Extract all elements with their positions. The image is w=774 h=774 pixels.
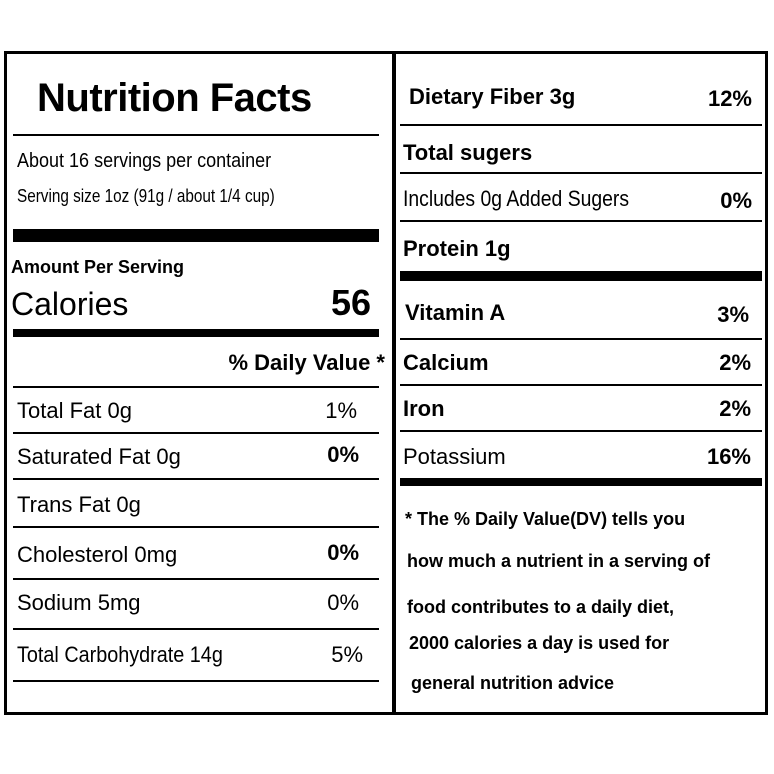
amount-per-serving: Amount Per Serving xyxy=(11,257,185,277)
divider xyxy=(13,432,379,434)
footnote-line: how much a nutrient in a serving of xyxy=(407,551,711,571)
divider xyxy=(400,430,762,432)
thick-divider xyxy=(400,478,762,486)
divider xyxy=(13,628,379,630)
serving-size: Serving size 1oz (91g / about 1/4 cup) xyxy=(17,186,275,206)
divider xyxy=(13,578,379,580)
divider xyxy=(13,386,379,388)
vitamin-dv: 2% xyxy=(719,396,751,421)
divider xyxy=(400,338,762,340)
vitamin-dv: 3% xyxy=(717,302,749,327)
footnote-line: food contributes to a daily diet, xyxy=(407,597,675,617)
servings-per-container: About 16 servings per container xyxy=(17,150,272,172)
thick-divider xyxy=(400,271,762,281)
nutrient-label: Total Fat 0g xyxy=(17,398,132,423)
thick-divider xyxy=(13,229,379,242)
total-sugars-label: Total sugers xyxy=(403,140,533,165)
added-sugars-dv: 0% xyxy=(720,188,752,213)
nutrient-label: Cholesterol 0mg xyxy=(17,542,178,567)
added-sugars-label: Includes 0g Added Sugers xyxy=(403,186,630,211)
footnote-line: general nutrition advice xyxy=(411,673,615,693)
label-title: Nutrition Facts xyxy=(37,76,312,120)
footnote-line: 2000 calories a day is used for xyxy=(409,633,670,653)
calories-value: 56 xyxy=(330,282,371,323)
divider xyxy=(13,680,379,682)
vitamin-label: Potassium xyxy=(403,444,506,469)
divider xyxy=(13,478,379,480)
vitamin-label: Calcium xyxy=(403,350,489,375)
divider xyxy=(400,124,762,126)
dietary-fiber-label: Dietary Fiber 3g xyxy=(409,84,576,109)
nutrient-dv: 5% xyxy=(331,642,363,667)
nutrient-label: Total Carbohydrate 14g xyxy=(17,642,223,667)
nutrient-label: Trans Fat 0g xyxy=(17,492,141,517)
nutrition-label: Nutrition Facts About 16 servings per co… xyxy=(4,51,768,715)
footnote-line: * The % Daily Value(DV) tells you xyxy=(405,509,686,529)
nutrient-label: Sodium 5mg xyxy=(17,590,141,615)
column-divider xyxy=(392,54,396,712)
calories-label: Calories xyxy=(11,286,129,322)
vitamin-dv: 16% xyxy=(706,444,751,469)
daily-value-header: % Daily Value * xyxy=(228,350,385,375)
divider xyxy=(400,220,762,222)
divider xyxy=(13,526,379,528)
nutrient-dv: 1% xyxy=(325,398,357,423)
nutrient-dv: 0% xyxy=(327,540,359,565)
thick-divider xyxy=(13,329,379,337)
nutrient-label: Saturated Fat 0g xyxy=(17,444,181,469)
vitamin-label: Vitamin A xyxy=(405,300,506,325)
protein-label: Protein 1g xyxy=(403,236,511,261)
vitamin-label: Iron xyxy=(403,396,445,421)
vitamin-dv: 2% xyxy=(719,350,751,375)
divider xyxy=(13,134,379,136)
nutrient-dv: 0% xyxy=(327,590,359,615)
divider xyxy=(400,172,762,174)
dietary-fiber-dv: 12% xyxy=(707,86,752,111)
nutrient-dv: 0% xyxy=(327,442,359,467)
divider xyxy=(400,384,762,386)
